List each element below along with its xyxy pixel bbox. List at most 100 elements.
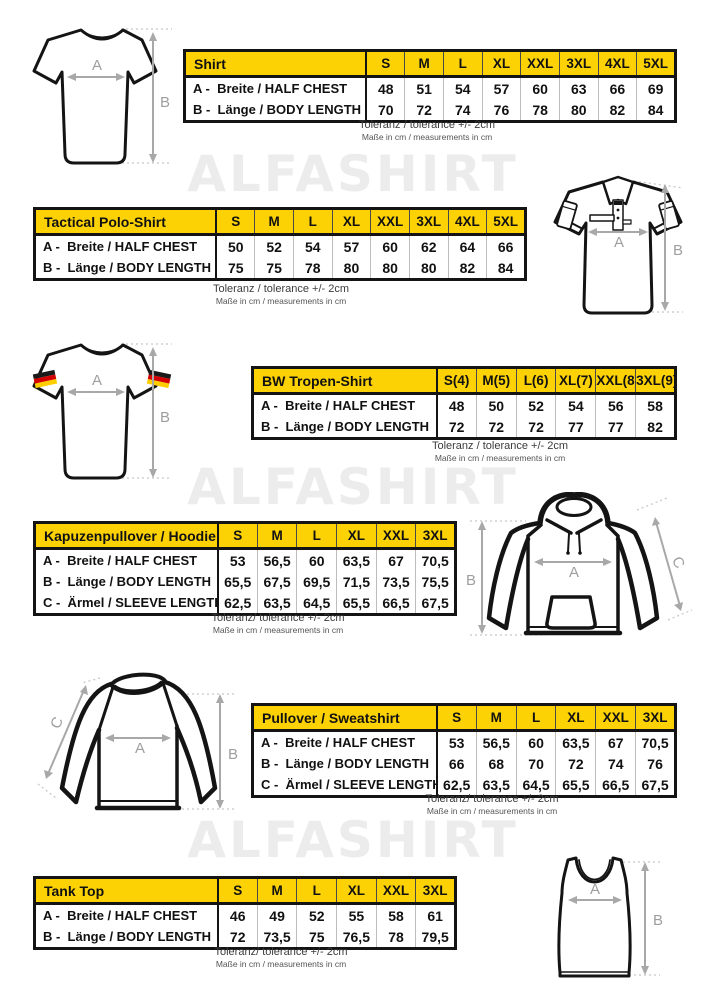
size-header: XXL(8): [595, 367, 636, 395]
size-header: M: [475, 704, 517, 732]
measure-value: 68: [475, 753, 517, 774]
size-header: 3XL: [408, 208, 449, 236]
size-header: XXL: [375, 522, 416, 550]
dim-label-b: B: [653, 912, 663, 929]
size-header: XL(7): [555, 367, 596, 395]
measure-value: 79,5: [415, 926, 456, 949]
size-header: M: [404, 50, 444, 78]
table-title: Pullover / Sweatshirt: [252, 704, 438, 732]
measure-value: 67: [595, 730, 636, 753]
measure-value: 63,5: [555, 730, 596, 753]
size-header: 5XL: [636, 50, 676, 78]
dim-label-a: A: [614, 234, 624, 251]
size-header: 4XL: [447, 208, 487, 236]
measure-value: 71,5: [336, 571, 377, 592]
measure-value: 75: [215, 257, 255, 280]
table-row: A - Breite / HALF CHEST 50 52 54 57 60 62 64 66: [34, 234, 526, 257]
size-header: L: [442, 50, 483, 78]
tactical-polo-size-table: Tactical Polo-Shirt S M L XL XXL 3XL 4XL 5XL A - …: [33, 207, 527, 281]
sweatshirt-size-table: Pullover / Sweatshirt S M L XL XXL 3XL A - Brei…: [251, 703, 677, 798]
measure-value: 70,5: [415, 548, 456, 571]
size-header: 3XL: [558, 50, 599, 78]
table-row: A - Breite / HALF CHEST 46 49 52 55 58 61: [34, 903, 456, 926]
measure-value: 72: [555, 753, 596, 774]
measure-value: 66: [597, 76, 637, 99]
size-header: S: [436, 704, 477, 732]
dim-label-c: C: [668, 554, 688, 572]
measure-value: 73,5: [375, 571, 416, 592]
measure-value: 82: [635, 416, 676, 439]
measure-value: 72: [404, 99, 444, 122]
measure-label: A - Breite / HALF CHEST: [252, 730, 438, 753]
measure-label: A - Breite / HALF CHEST: [34, 548, 219, 571]
table-row: C - Ärmel / SLEEVE LENGTH 62,5 63,5 64,5 65,…: [252, 774, 676, 797]
measure-value: 80: [331, 257, 371, 280]
table-title: BW Tropen-Shirt: [252, 367, 438, 395]
measure-value: 66: [436, 753, 477, 774]
measure-value: 67: [375, 548, 416, 571]
measure-value: 46: [217, 903, 258, 926]
size-header: S(4): [436, 367, 477, 395]
size-header: XXL: [520, 50, 560, 78]
measure-value: 75: [296, 926, 337, 949]
measure-value: 77: [555, 416, 596, 439]
measure-label: B - Länge / BODY LENGTH: [184, 99, 368, 122]
dim-label-b: B: [160, 409, 170, 426]
measure-value: 64,5: [515, 774, 556, 797]
tolerance-note: Toleranz / tolerance +/- 2cm Maße in cm …: [212, 283, 350, 306]
dim-label-a: A: [569, 564, 579, 581]
measure-value: 70,5: [635, 730, 676, 753]
measure-value: 65,5: [217, 571, 258, 592]
kangaroo-pocket: [545, 595, 597, 630]
size-header: XL: [555, 704, 596, 732]
measure-value: 76: [635, 753, 676, 774]
bw-tropen-shirt-illustration: A B: [32, 343, 172, 480]
table-row: A - Breite / HALF CHEST 53 56,5 60 63,5 67 70,…: [34, 548, 456, 571]
measure-label: A - Breite / HALF CHEST: [252, 393, 438, 416]
measure-value: 62,5: [217, 592, 258, 615]
measure-value: 60: [370, 234, 410, 257]
measure-value: 64,5: [296, 592, 337, 615]
german-flag-patch: [32, 369, 58, 389]
dim-label-b: B: [466, 572, 476, 589]
measure-value: 48: [365, 76, 405, 99]
measure-value: 53: [436, 730, 477, 753]
measure-value: 82: [597, 99, 637, 122]
table-title: Kapuzenpullover / Hoodie: [34, 522, 219, 550]
measure-value: 52: [296, 903, 337, 926]
table-row: B - Länge / BODY LENGTH 70 72 74 76 78 80 82 84: [184, 99, 676, 122]
measure-value: 62: [408, 234, 449, 257]
measure-value: 54: [442, 76, 483, 99]
measure-value: 54: [555, 393, 596, 416]
measure-value: 65,5: [555, 774, 596, 797]
dim-label-a: A: [92, 57, 102, 74]
shirt-size-table: Shirt S M L XL XXL 3XL 4XL 5XL A - Breite / HALF …: [183, 49, 677, 123]
dim-label-b: B: [228, 746, 238, 763]
measure-value: 76: [481, 99, 521, 122]
measure-value: 56,5: [256, 548, 297, 571]
measure-value: 65,5: [336, 592, 377, 615]
measure-value: 62,5: [436, 774, 477, 797]
table-row: B - Länge / BODY LENGTH 72 73,5 75 76,5 78 79,…: [34, 926, 456, 949]
measure-value: 78: [375, 926, 416, 949]
size-header: M: [256, 522, 297, 550]
measure-value: 84: [486, 257, 526, 280]
measure-value: 60: [515, 730, 556, 753]
measure-value: 73,5: [256, 926, 297, 949]
table-title: Tank Top: [34, 877, 219, 905]
measure-value: 55: [336, 903, 377, 926]
measure-value: 56,5: [475, 730, 517, 753]
measure-value: 63,5: [475, 774, 517, 797]
measure-value: 50: [215, 234, 255, 257]
measure-value: 52: [254, 234, 294, 257]
measure-value: 63,5: [256, 592, 297, 615]
tank-top-illustration: A B: [557, 856, 663, 978]
measure-value: 60: [520, 76, 560, 99]
size-header: 3XL: [635, 704, 676, 732]
measure-label: C - Ärmel / SLEEVE LENGTH: [34, 592, 219, 615]
measure-value: 56: [595, 393, 636, 416]
measure-value: 70: [365, 99, 405, 122]
dim-label-b: B: [673, 242, 683, 259]
dim-label-b: B: [160, 94, 170, 111]
